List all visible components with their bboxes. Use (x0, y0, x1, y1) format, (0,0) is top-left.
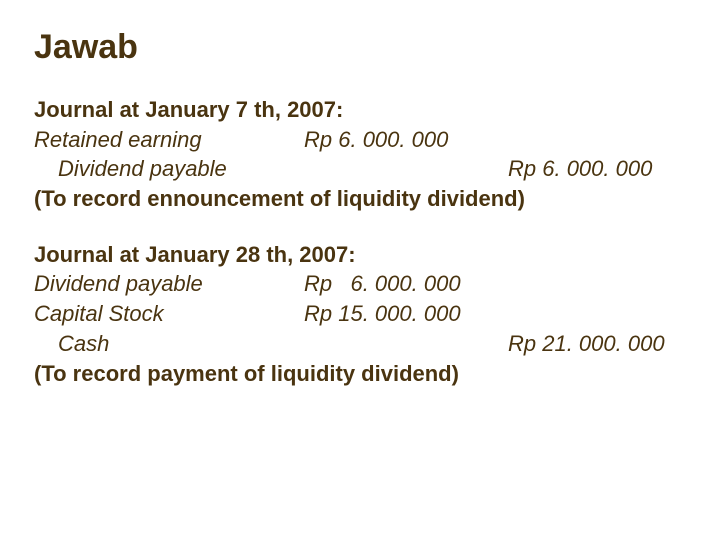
journal1-debit-account: Retained earning (34, 125, 304, 155)
journal1-debit-row: Retained earning Rp 6. 000. 000 (34, 125, 686, 155)
journal-entry-2: Journal at January 28 th, 2007: Dividend… (34, 240, 686, 388)
journal2-credit-amount: Rp 21. 000. 000 (508, 329, 665, 359)
page-title: Jawab (34, 28, 686, 67)
journal2-debit2-amount: Rp 15. 000. 000 (304, 299, 484, 329)
journal1-credit-amount: Rp 6. 000. 000 (508, 154, 652, 184)
journal1-debit-amount: Rp 6. 000. 000 (304, 125, 484, 155)
spacer (328, 329, 508, 359)
journal2-debit1-row: Dividend payable Rp 6. 000. 000 (34, 269, 686, 299)
journal2-debit1-account: Dividend payable (34, 269, 304, 299)
journal2-debit1-amount: Rp 6. 000. 000 (304, 269, 484, 299)
journal1-heading: Journal at January 7 th, 2007: (34, 95, 686, 125)
journal2-credit-account: Cash (58, 329, 328, 359)
journal2-debit2-row: Capital Stock Rp 15. 000. 000 (34, 299, 686, 329)
journal2-credit-row: Cash Rp 21. 000. 000 (34, 329, 686, 359)
indent-spacer (34, 154, 58, 184)
journal2-note: (To record payment of liquidity dividend… (34, 359, 686, 389)
indent-spacer (34, 329, 58, 359)
journal2-debit2-account: Capital Stock (34, 299, 304, 329)
journal2-heading: Journal at January 28 th, 2007: (34, 240, 686, 270)
journal1-credit-account: Dividend payable (58, 154, 328, 184)
journal1-credit-row: Dividend payable Rp 6. 000. 000 (34, 154, 686, 184)
journal-entry-1: Journal at January 7 th, 2007: Retained … (34, 95, 686, 214)
journal1-note: (To record ennouncement of liquidity div… (34, 184, 686, 214)
slide: Jawab Journal at January 7 th, 2007: Ret… (0, 0, 720, 388)
spacer (328, 154, 508, 184)
